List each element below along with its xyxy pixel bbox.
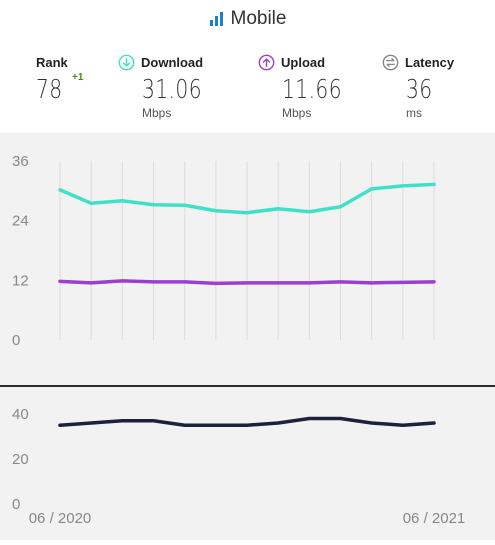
upload-series-line bbox=[60, 281, 434, 283]
rank-change-badge: +1 bbox=[72, 72, 83, 83]
y-tick-label: 20 bbox=[12, 451, 29, 468]
y-tick-label: 40 bbox=[12, 406, 29, 423]
y-tick-label: 24 bbox=[12, 213, 29, 230]
y-tick-label: 0 bbox=[12, 332, 20, 349]
latency-chart: 0 20 40 06 / 2020 06 / 2021 bbox=[0, 387, 495, 540]
signal-bars-icon bbox=[209, 11, 225, 27]
rank-value: 78 bbox=[36, 76, 63, 104]
upload-unit: Mbps bbox=[282, 106, 359, 120]
x-tick-label: 06 / 2020 bbox=[29, 510, 92, 527]
download-unit: Mbps bbox=[142, 106, 219, 120]
x-tick-label: 06 / 2021 bbox=[403, 510, 466, 527]
latency-unit: ms bbox=[406, 106, 454, 120]
upload-stat: Upload 11.66 Mbps bbox=[258, 52, 359, 120]
rank-stat: Rank 78 bbox=[36, 52, 70, 104]
download-label: Download bbox=[141, 55, 203, 70]
latency-stat: Latency 36 ms bbox=[382, 52, 454, 120]
upload-label: Upload bbox=[281, 55, 325, 70]
arrow-down-circle-icon bbox=[118, 54, 135, 71]
rank-label: Rank bbox=[36, 55, 68, 70]
latency-chart-svg: 0 20 40 06 / 2020 06 / 2021 bbox=[0, 387, 495, 540]
y-tick-label: 12 bbox=[12, 272, 29, 289]
page-header: Mobile bbox=[0, 0, 495, 38]
arrow-up-circle-icon bbox=[258, 54, 275, 71]
exchange-arrows-circle-icon bbox=[382, 54, 399, 71]
speed-chart-svg: 0 12 24 36 bbox=[0, 133, 495, 385]
download-stat: Download 31.06 Mbps bbox=[118, 52, 219, 120]
latency-label: Latency bbox=[405, 55, 454, 70]
upload-value: 11.66 bbox=[282, 76, 342, 104]
page-title: Mobile bbox=[231, 8, 287, 30]
latency-series-line bbox=[60, 419, 434, 426]
y-tick-label: 36 bbox=[12, 153, 29, 170]
y-tick-label: 0 bbox=[12, 496, 20, 513]
download-value: 31.06 bbox=[142, 76, 202, 104]
latency-value: 36 bbox=[406, 76, 444, 104]
stats-panel: Rank 78 +1 Download 31.06 Mbps Upload 11… bbox=[0, 38, 495, 133]
speed-chart: 0 12 24 36 bbox=[0, 133, 495, 385]
